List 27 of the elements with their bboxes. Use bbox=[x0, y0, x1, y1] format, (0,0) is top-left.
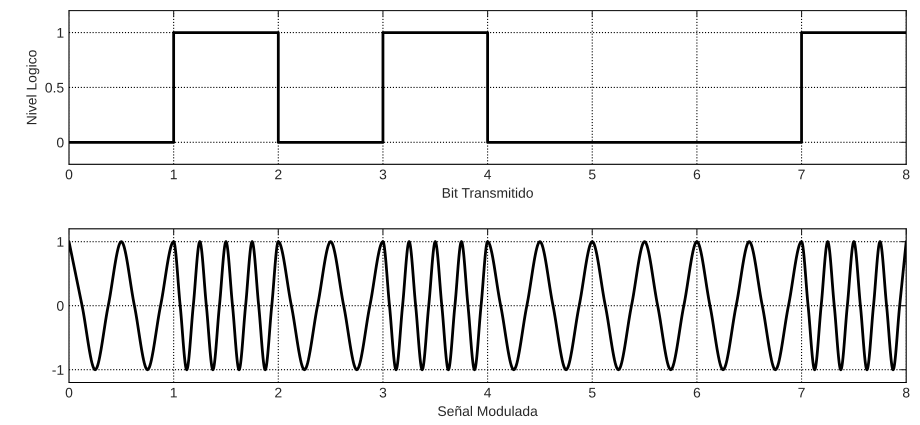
y-axis-title: Nivel Logico bbox=[26, 50, 40, 124]
x-tick-label: 7 bbox=[798, 388, 805, 398]
x-tick-label: 8 bbox=[902, 388, 910, 398]
x-tick-label: 7 bbox=[798, 170, 805, 180]
x-tick-label: 3 bbox=[380, 170, 386, 180]
x-tick-label: 4 bbox=[484, 388, 492, 398]
y-tick-label: 0 bbox=[56, 301, 64, 311]
x-tick-label: 2 bbox=[275, 388, 282, 398]
x-axis-title: Señal Modulada bbox=[438, 406, 538, 416]
x-tick-label: 1 bbox=[170, 170, 177, 180]
x-tick-label: 3 bbox=[380, 388, 386, 398]
x-tick-label: 4 bbox=[484, 170, 492, 180]
x-axis-title: Bit Transmitido bbox=[442, 188, 533, 198]
y-tick-label: -1 bbox=[52, 365, 64, 375]
x-tick-label: 5 bbox=[588, 388, 596, 398]
x-tick-label: 0 bbox=[66, 170, 72, 180]
y-tick-label: 0.5 bbox=[45, 82, 64, 93]
y-tick-label: 0 bbox=[56, 138, 64, 148]
x-tick-label: 8 bbox=[902, 170, 910, 180]
x-tick-label: 0 bbox=[66, 388, 72, 398]
y-tick-label: 1 bbox=[57, 28, 64, 38]
x-tick-label: 6 bbox=[694, 170, 700, 180]
x-tick-label: 5 bbox=[588, 170, 596, 180]
x-tick-label: 1 bbox=[170, 388, 177, 398]
y-tick-label: 1 bbox=[57, 237, 64, 247]
x-tick-label: 6 bbox=[694, 388, 700, 398]
x-tick-label: 2 bbox=[275, 170, 282, 180]
